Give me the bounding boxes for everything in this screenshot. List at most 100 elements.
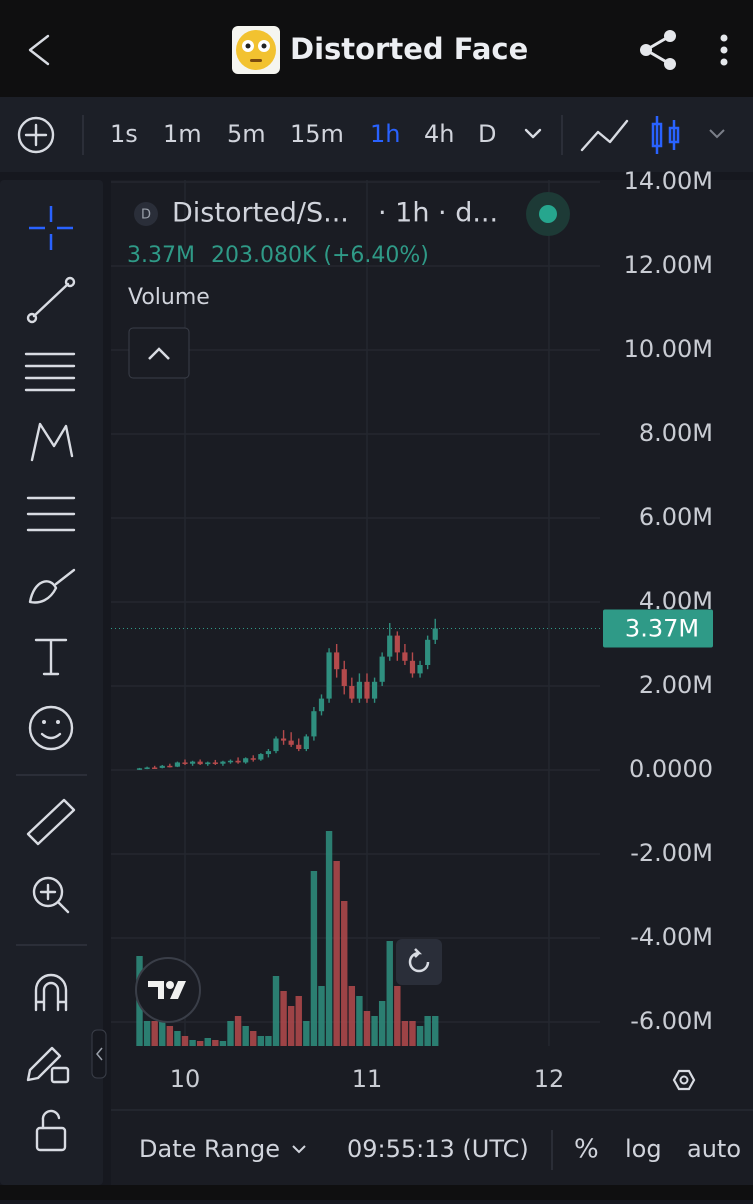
candle-body bbox=[152, 767, 158, 769]
y-tick-label: -4.00M bbox=[630, 923, 713, 951]
volume-bar bbox=[212, 1040, 219, 1046]
candle-body bbox=[136, 768, 143, 770]
y-tick-label: 14.00M bbox=[624, 167, 713, 195]
candle-body bbox=[364, 681, 370, 699]
interval-button[interactable]: 1h bbox=[370, 120, 400, 148]
candle-body bbox=[356, 681, 363, 699]
trend-line-tool[interactable] bbox=[26, 276, 76, 324]
market-status bbox=[539, 205, 557, 223]
volume-bar bbox=[174, 1031, 181, 1046]
magnet-tool[interactable] bbox=[34, 973, 68, 1012]
candle-body bbox=[311, 711, 317, 737]
add-indicator[interactable] bbox=[17, 116, 55, 154]
candle-body bbox=[379, 656, 385, 682]
candle-body bbox=[341, 669, 347, 687]
candle-body bbox=[387, 635, 393, 657]
footer-bar bbox=[111, 1110, 753, 1185]
date-range-button[interactable]: Date Range bbox=[139, 1135, 280, 1163]
log-toggle[interactable]: log bbox=[625, 1135, 662, 1163]
volume-bar bbox=[318, 986, 325, 1046]
candle-body bbox=[235, 760, 241, 763]
share-button[interactable] bbox=[640, 30, 676, 70]
clock: 09:55:13 (UTC) bbox=[347, 1135, 529, 1163]
reset-chart[interactable] bbox=[396, 939, 442, 985]
candle-body bbox=[409, 660, 416, 674]
volume-bar bbox=[363, 1011, 371, 1046]
candle-body bbox=[212, 762, 218, 764]
chart-settings[interactable] bbox=[672, 1069, 696, 1091]
interval-button[interactable]: 1s bbox=[110, 120, 138, 148]
date-range-dropdown[interactable] bbox=[292, 1145, 306, 1154]
volume-bar bbox=[310, 871, 318, 1046]
ruler-tool[interactable] bbox=[26, 798, 76, 846]
auto-toggle[interactable]: auto bbox=[687, 1135, 741, 1163]
volume-bar bbox=[257, 1036, 265, 1046]
candle-body bbox=[159, 765, 165, 768]
volume-bar bbox=[189, 1040, 196, 1046]
y-tick-label: 6.00M bbox=[639, 503, 713, 531]
candle-style-button[interactable] bbox=[651, 116, 680, 154]
candle-body bbox=[167, 765, 173, 768]
volume-bar bbox=[181, 1036, 189, 1046]
volume-bar bbox=[166, 1026, 174, 1046]
interval-button[interactable]: 5m bbox=[227, 120, 266, 148]
brush-tool[interactable] bbox=[28, 568, 76, 604]
zoom-tool[interactable] bbox=[32, 876, 70, 914]
text-tool[interactable] bbox=[34, 638, 68, 676]
pattern-tool[interactable] bbox=[30, 422, 74, 462]
bottom-bar bbox=[0, 1185, 753, 1200]
more-button[interactable] bbox=[720, 34, 728, 66]
percent-toggle[interactable]: % bbox=[574, 1135, 599, 1165]
last-price-label: 3.37M bbox=[625, 614, 699, 642]
volume-bar bbox=[416, 1026, 424, 1046]
candle-body bbox=[189, 761, 196, 764]
candle-body bbox=[205, 762, 211, 765]
interval-button[interactable]: 1m bbox=[163, 120, 202, 148]
crosshair-tool[interactable] bbox=[29, 206, 73, 250]
legend-change: 203.080K (+6.40%) bbox=[211, 243, 429, 268]
candle-body bbox=[417, 665, 423, 674]
emoji-tool[interactable] bbox=[28, 705, 74, 751]
volume-bar bbox=[234, 1016, 242, 1046]
volume-bar bbox=[250, 1031, 257, 1046]
candle-body bbox=[220, 761, 226, 764]
volume-bar bbox=[303, 1021, 310, 1046]
volume-bar bbox=[341, 901, 348, 1046]
lock-drawings[interactable] bbox=[26, 1046, 70, 1084]
fib-tool[interactable] bbox=[24, 352, 76, 392]
candle-body bbox=[318, 698, 325, 712]
volume-bar bbox=[348, 986, 356, 1046]
interval-button[interactable]: 15m bbox=[290, 120, 344, 148]
candle-body bbox=[280, 738, 287, 741]
volume-bar bbox=[401, 1021, 409, 1046]
volume-bar bbox=[386, 941, 393, 1046]
toolbar bbox=[0, 97, 753, 172]
style-dropdown[interactable] bbox=[709, 129, 725, 139]
candle-body bbox=[250, 758, 256, 760]
candle-body bbox=[174, 762, 181, 767]
candle-body bbox=[371, 681, 378, 699]
projection-tool[interactable] bbox=[26, 496, 76, 532]
x-tick-label: 12 bbox=[534, 1065, 565, 1093]
candle-body bbox=[394, 635, 400, 653]
line-style-button[interactable] bbox=[580, 119, 629, 152]
volume-bar bbox=[204, 1038, 211, 1046]
unlock-tool[interactable] bbox=[35, 1109, 67, 1152]
x-tick-label: 11 bbox=[352, 1065, 383, 1093]
volume-bar bbox=[371, 1016, 378, 1046]
collapse-legend[interactable] bbox=[128, 327, 190, 379]
volume-bar bbox=[325, 831, 333, 1046]
symbol-badge bbox=[134, 202, 158, 226]
candle-body bbox=[197, 761, 203, 765]
back-button[interactable] bbox=[28, 34, 50, 66]
y-tick-label: 10.00M bbox=[624, 335, 713, 363]
candle-body bbox=[303, 736, 309, 750]
interval-button[interactable]: 4h bbox=[424, 120, 454, 148]
volume-bar bbox=[151, 1021, 158, 1046]
candle-body bbox=[243, 758, 249, 763]
collapse-sidebar[interactable] bbox=[91, 1029, 107, 1079]
interval-button[interactable]: D bbox=[478, 120, 496, 148]
interval-dropdown[interactable] bbox=[524, 128, 542, 139]
volume-bar bbox=[265, 1036, 272, 1046]
